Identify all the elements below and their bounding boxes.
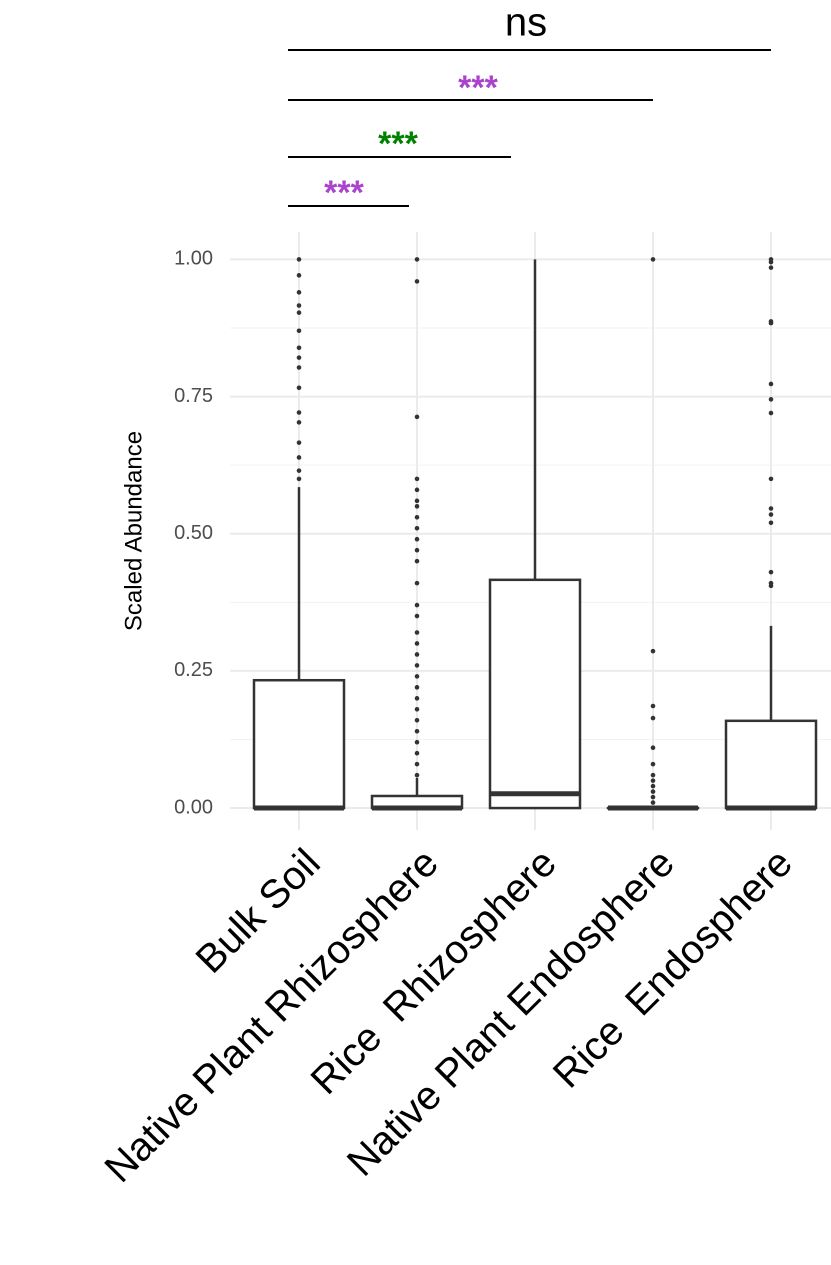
- y-tick-label: 0.00: [174, 796, 213, 818]
- outlier: [415, 603, 420, 608]
- significance-label: ***: [324, 174, 364, 212]
- y-axis-title: Scaled Abundance: [120, 431, 147, 631]
- outlier: [651, 762, 656, 767]
- outlier: [769, 321, 774, 326]
- outlier: [415, 751, 420, 756]
- outlier: [415, 415, 420, 420]
- outlier: [651, 795, 656, 800]
- outlier: [297, 477, 302, 482]
- outlier: [415, 641, 420, 646]
- outlier: [651, 745, 656, 750]
- significance-label: ***: [378, 125, 418, 163]
- outlier: [297, 420, 302, 425]
- outlier: [415, 614, 420, 619]
- outlier: [415, 488, 420, 493]
- outlier: [415, 515, 420, 520]
- outlier: [297, 257, 302, 262]
- outlier: [651, 800, 656, 805]
- outlier: [297, 468, 302, 473]
- outlier: [297, 386, 302, 391]
- outlier: [769, 570, 774, 575]
- outlier: [651, 257, 656, 262]
- outlier: [415, 696, 420, 701]
- y-tick-label: 1.00: [174, 248, 213, 270]
- box: [254, 680, 344, 808]
- outlier: [415, 762, 420, 767]
- outlier: [297, 290, 302, 295]
- outlier: [297, 303, 302, 308]
- outlier: [651, 716, 656, 721]
- outlier: [651, 778, 656, 783]
- outlier: [297, 273, 302, 278]
- outlier: [415, 581, 420, 586]
- outlier: [651, 704, 656, 709]
- outlier: [415, 773, 420, 778]
- outlier: [415, 652, 420, 657]
- outlier: [415, 279, 420, 284]
- outlier: [415, 729, 420, 734]
- outlier: [297, 355, 302, 360]
- outlier: [415, 257, 420, 262]
- outlier: [415, 630, 420, 635]
- outlier: [415, 559, 420, 564]
- outlier: [297, 345, 302, 350]
- outlier: [769, 411, 774, 416]
- significance-label: ***: [458, 69, 498, 107]
- outlier: [415, 499, 420, 504]
- outlier: [415, 685, 420, 690]
- outlier: [769, 260, 774, 265]
- outlier: [415, 707, 420, 712]
- y-tick-label: 0.25: [174, 659, 213, 681]
- outlier: [769, 520, 774, 525]
- outlier: [297, 328, 302, 333]
- outlier: [769, 477, 774, 482]
- box: [490, 580, 580, 808]
- outlier: [297, 365, 302, 370]
- outlier: [297, 410, 302, 415]
- outlier: [415, 504, 420, 509]
- y-tick-label: 0.75: [174, 385, 213, 407]
- outlier: [651, 773, 656, 778]
- outlier: [297, 310, 302, 315]
- outlier: [415, 663, 420, 668]
- outlier: [651, 649, 656, 654]
- outlier: [769, 584, 774, 589]
- outlier: [415, 548, 420, 553]
- significance-label: ns: [505, 1, 547, 45]
- y-tick-label: 0.50: [174, 522, 213, 544]
- outlier: [769, 382, 774, 387]
- outlier: [415, 526, 420, 531]
- outlier: [769, 265, 774, 270]
- outlier: [651, 784, 656, 789]
- outlier: [415, 537, 420, 542]
- outlier: [651, 789, 656, 794]
- outlier: [297, 440, 302, 445]
- outlier: [415, 718, 420, 723]
- outlier: [769, 512, 774, 517]
- outlier: [415, 740, 420, 745]
- box: [726, 721, 816, 808]
- outlier: [769, 506, 774, 511]
- outlier: [769, 397, 774, 402]
- outlier: [415, 477, 420, 482]
- outlier: [415, 674, 420, 679]
- outlier: [297, 455, 302, 460]
